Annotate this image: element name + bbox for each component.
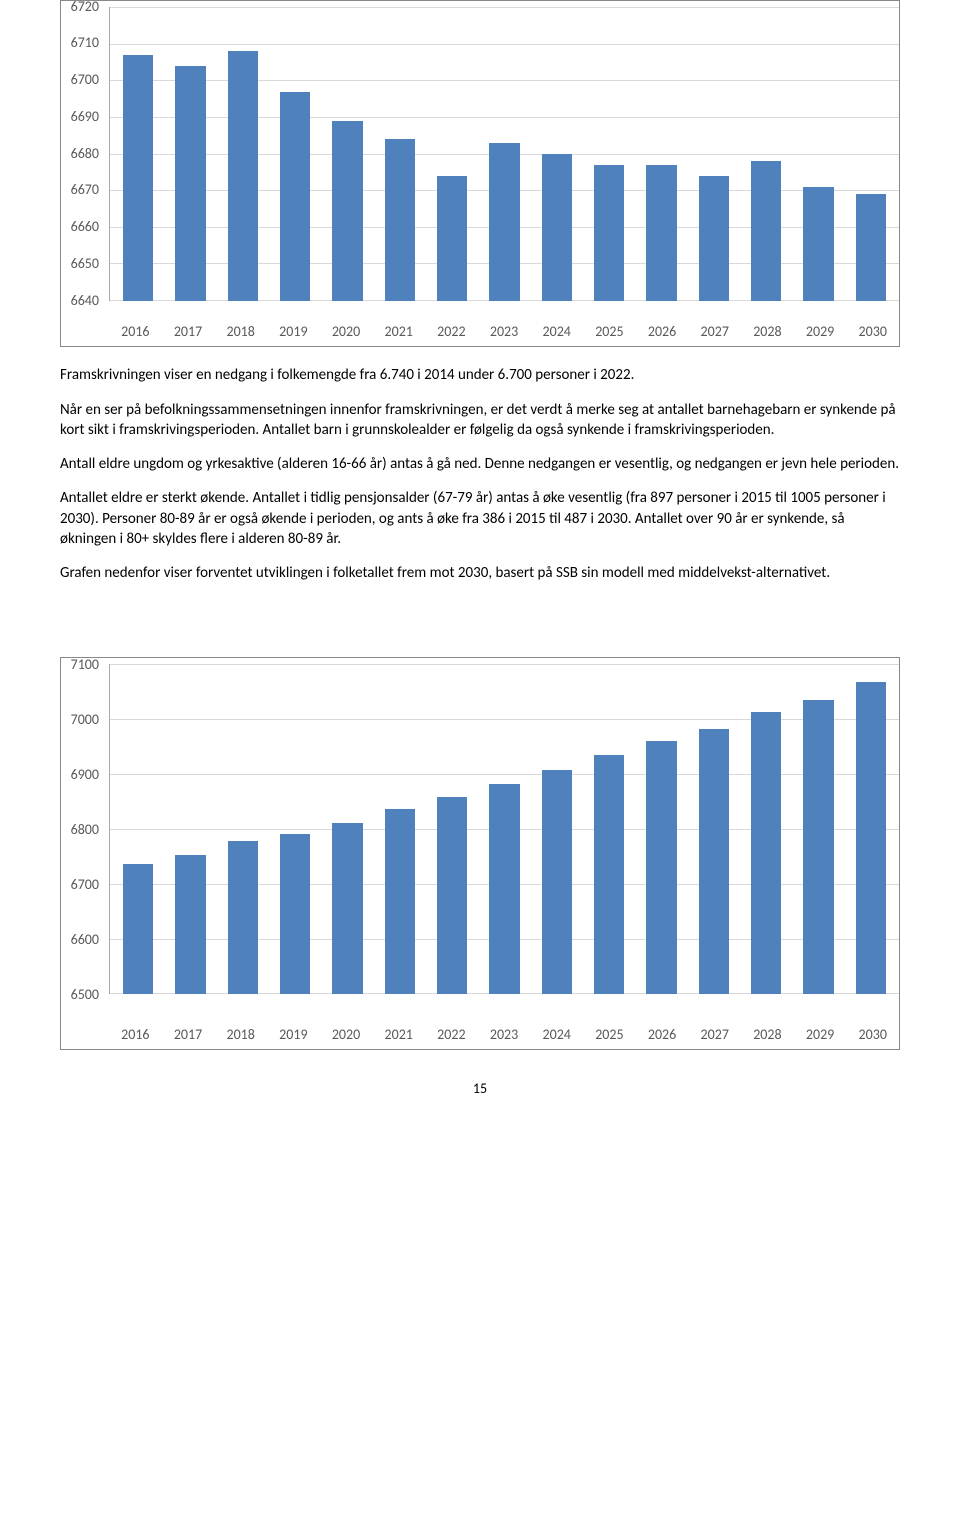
bar xyxy=(489,784,519,994)
x-tick-label: 2025 xyxy=(583,323,636,340)
bar xyxy=(699,176,729,301)
y-tick-label: 7100 xyxy=(71,637,99,692)
x-tick-label: 2023 xyxy=(478,323,531,340)
chart1-plot-area xyxy=(109,7,899,301)
y-tick-label: 6640 xyxy=(71,283,99,320)
x-tick-label: 2018 xyxy=(214,323,267,340)
x-tick-label: 2027 xyxy=(688,1026,741,1043)
bar xyxy=(437,797,467,994)
paragraph-4: Antallet eldre er sterkt økende. Antalle… xyxy=(60,488,900,549)
x-tick-label: 2029 xyxy=(794,323,847,340)
y-tick-label: 6900 xyxy=(71,747,99,802)
bar xyxy=(385,809,415,994)
paragraph-2: Når en ser på befolkningssammensetningen… xyxy=(60,400,900,441)
x-tick-label: 2020 xyxy=(320,323,373,340)
x-tick-label: 2025 xyxy=(583,1026,636,1043)
page-number: 15 xyxy=(60,1080,900,1097)
bar xyxy=(437,176,467,301)
x-tick-label: 2029 xyxy=(794,1026,847,1043)
x-tick-label: 2026 xyxy=(636,323,689,340)
x-tick-label: 2017 xyxy=(162,1026,215,1043)
chart2-x-axis: 2016201720182019202020212022202320242025… xyxy=(109,1022,899,1049)
y-tick-label: 6680 xyxy=(71,136,99,173)
bar xyxy=(228,841,258,994)
bar xyxy=(803,700,833,994)
x-tick-label: 2024 xyxy=(530,323,583,340)
bar xyxy=(646,741,676,994)
y-tick-label: 6500 xyxy=(71,967,99,1022)
x-tick-label: 2019 xyxy=(267,323,320,340)
x-tick-label: 2016 xyxy=(109,1026,162,1043)
y-tick-label: 7000 xyxy=(71,692,99,747)
chart-folkemengde-framskriving: 672067106700669066806670666066506640 201… xyxy=(60,0,900,347)
y-tick-label: 6600 xyxy=(71,912,99,967)
paragraph-5: Grafen nedenfor viser forventet utviklin… xyxy=(60,563,900,583)
x-tick-label: 2021 xyxy=(372,1026,425,1043)
body-text: Framskrivningen viser en nedgang i folke… xyxy=(60,365,900,583)
bar xyxy=(332,823,362,995)
y-tick-label: 6700 xyxy=(71,62,99,99)
bar xyxy=(175,66,205,301)
x-tick-label: 2023 xyxy=(478,1026,531,1043)
y-tick-label: 6660 xyxy=(71,209,99,246)
bar xyxy=(594,165,624,301)
bar xyxy=(542,154,572,301)
bar xyxy=(646,165,676,301)
bar xyxy=(228,51,258,301)
y-tick-label: 6690 xyxy=(71,99,99,136)
chart2-y-axis: 7100700069006800670066006500 xyxy=(61,637,109,1022)
bar xyxy=(856,194,886,301)
x-tick-label: 2020 xyxy=(320,1026,373,1043)
bar xyxy=(489,143,519,301)
y-tick-label: 6650 xyxy=(71,246,99,283)
x-tick-label: 2021 xyxy=(372,323,425,340)
bar xyxy=(594,755,624,994)
bar xyxy=(542,770,572,994)
x-tick-label: 2017 xyxy=(162,323,215,340)
chart1-y-axis: 672067106700669066806670666066506640 xyxy=(61,0,109,319)
bar xyxy=(385,139,415,301)
bar xyxy=(175,855,205,994)
bar xyxy=(699,729,729,995)
bar xyxy=(123,55,153,301)
bar xyxy=(751,712,781,994)
y-tick-label: 6720 xyxy=(71,0,99,25)
x-tick-label: 2027 xyxy=(688,323,741,340)
x-tick-label: 2018 xyxy=(214,1026,267,1043)
bar xyxy=(280,92,310,301)
y-tick-label: 6710 xyxy=(71,25,99,62)
x-tick-label: 2028 xyxy=(741,323,794,340)
bar xyxy=(332,121,362,301)
x-tick-label: 2019 xyxy=(267,1026,320,1043)
bar xyxy=(751,161,781,301)
paragraph-1: Framskrivningen viser en nedgang i folke… xyxy=(60,365,900,385)
y-tick-label: 6800 xyxy=(71,802,99,857)
bar xyxy=(280,834,310,995)
x-tick-label: 2016 xyxy=(109,323,162,340)
chart2-plot-area xyxy=(109,664,899,994)
bar xyxy=(856,682,886,994)
x-tick-label: 2024 xyxy=(530,1026,583,1043)
paragraph-3: Antall eldre ungdom og yrkesaktive (alde… xyxy=(60,454,900,474)
chart1-x-axis: 2016201720182019202020212022202320242025… xyxy=(109,319,899,346)
x-tick-label: 2026 xyxy=(636,1026,689,1043)
x-tick-label: 2030 xyxy=(846,323,899,340)
bar xyxy=(803,187,833,301)
x-tick-label: 2028 xyxy=(741,1026,794,1043)
x-tick-label: 2030 xyxy=(846,1026,899,1043)
y-tick-label: 6700 xyxy=(71,857,99,912)
y-tick-label: 6670 xyxy=(71,172,99,209)
x-tick-label: 2022 xyxy=(425,1026,478,1043)
x-tick-label: 2022 xyxy=(425,323,478,340)
bar xyxy=(123,864,153,994)
chart-folketall-forventet: 7100700069006800670066006500 20162017201… xyxy=(60,657,900,1050)
